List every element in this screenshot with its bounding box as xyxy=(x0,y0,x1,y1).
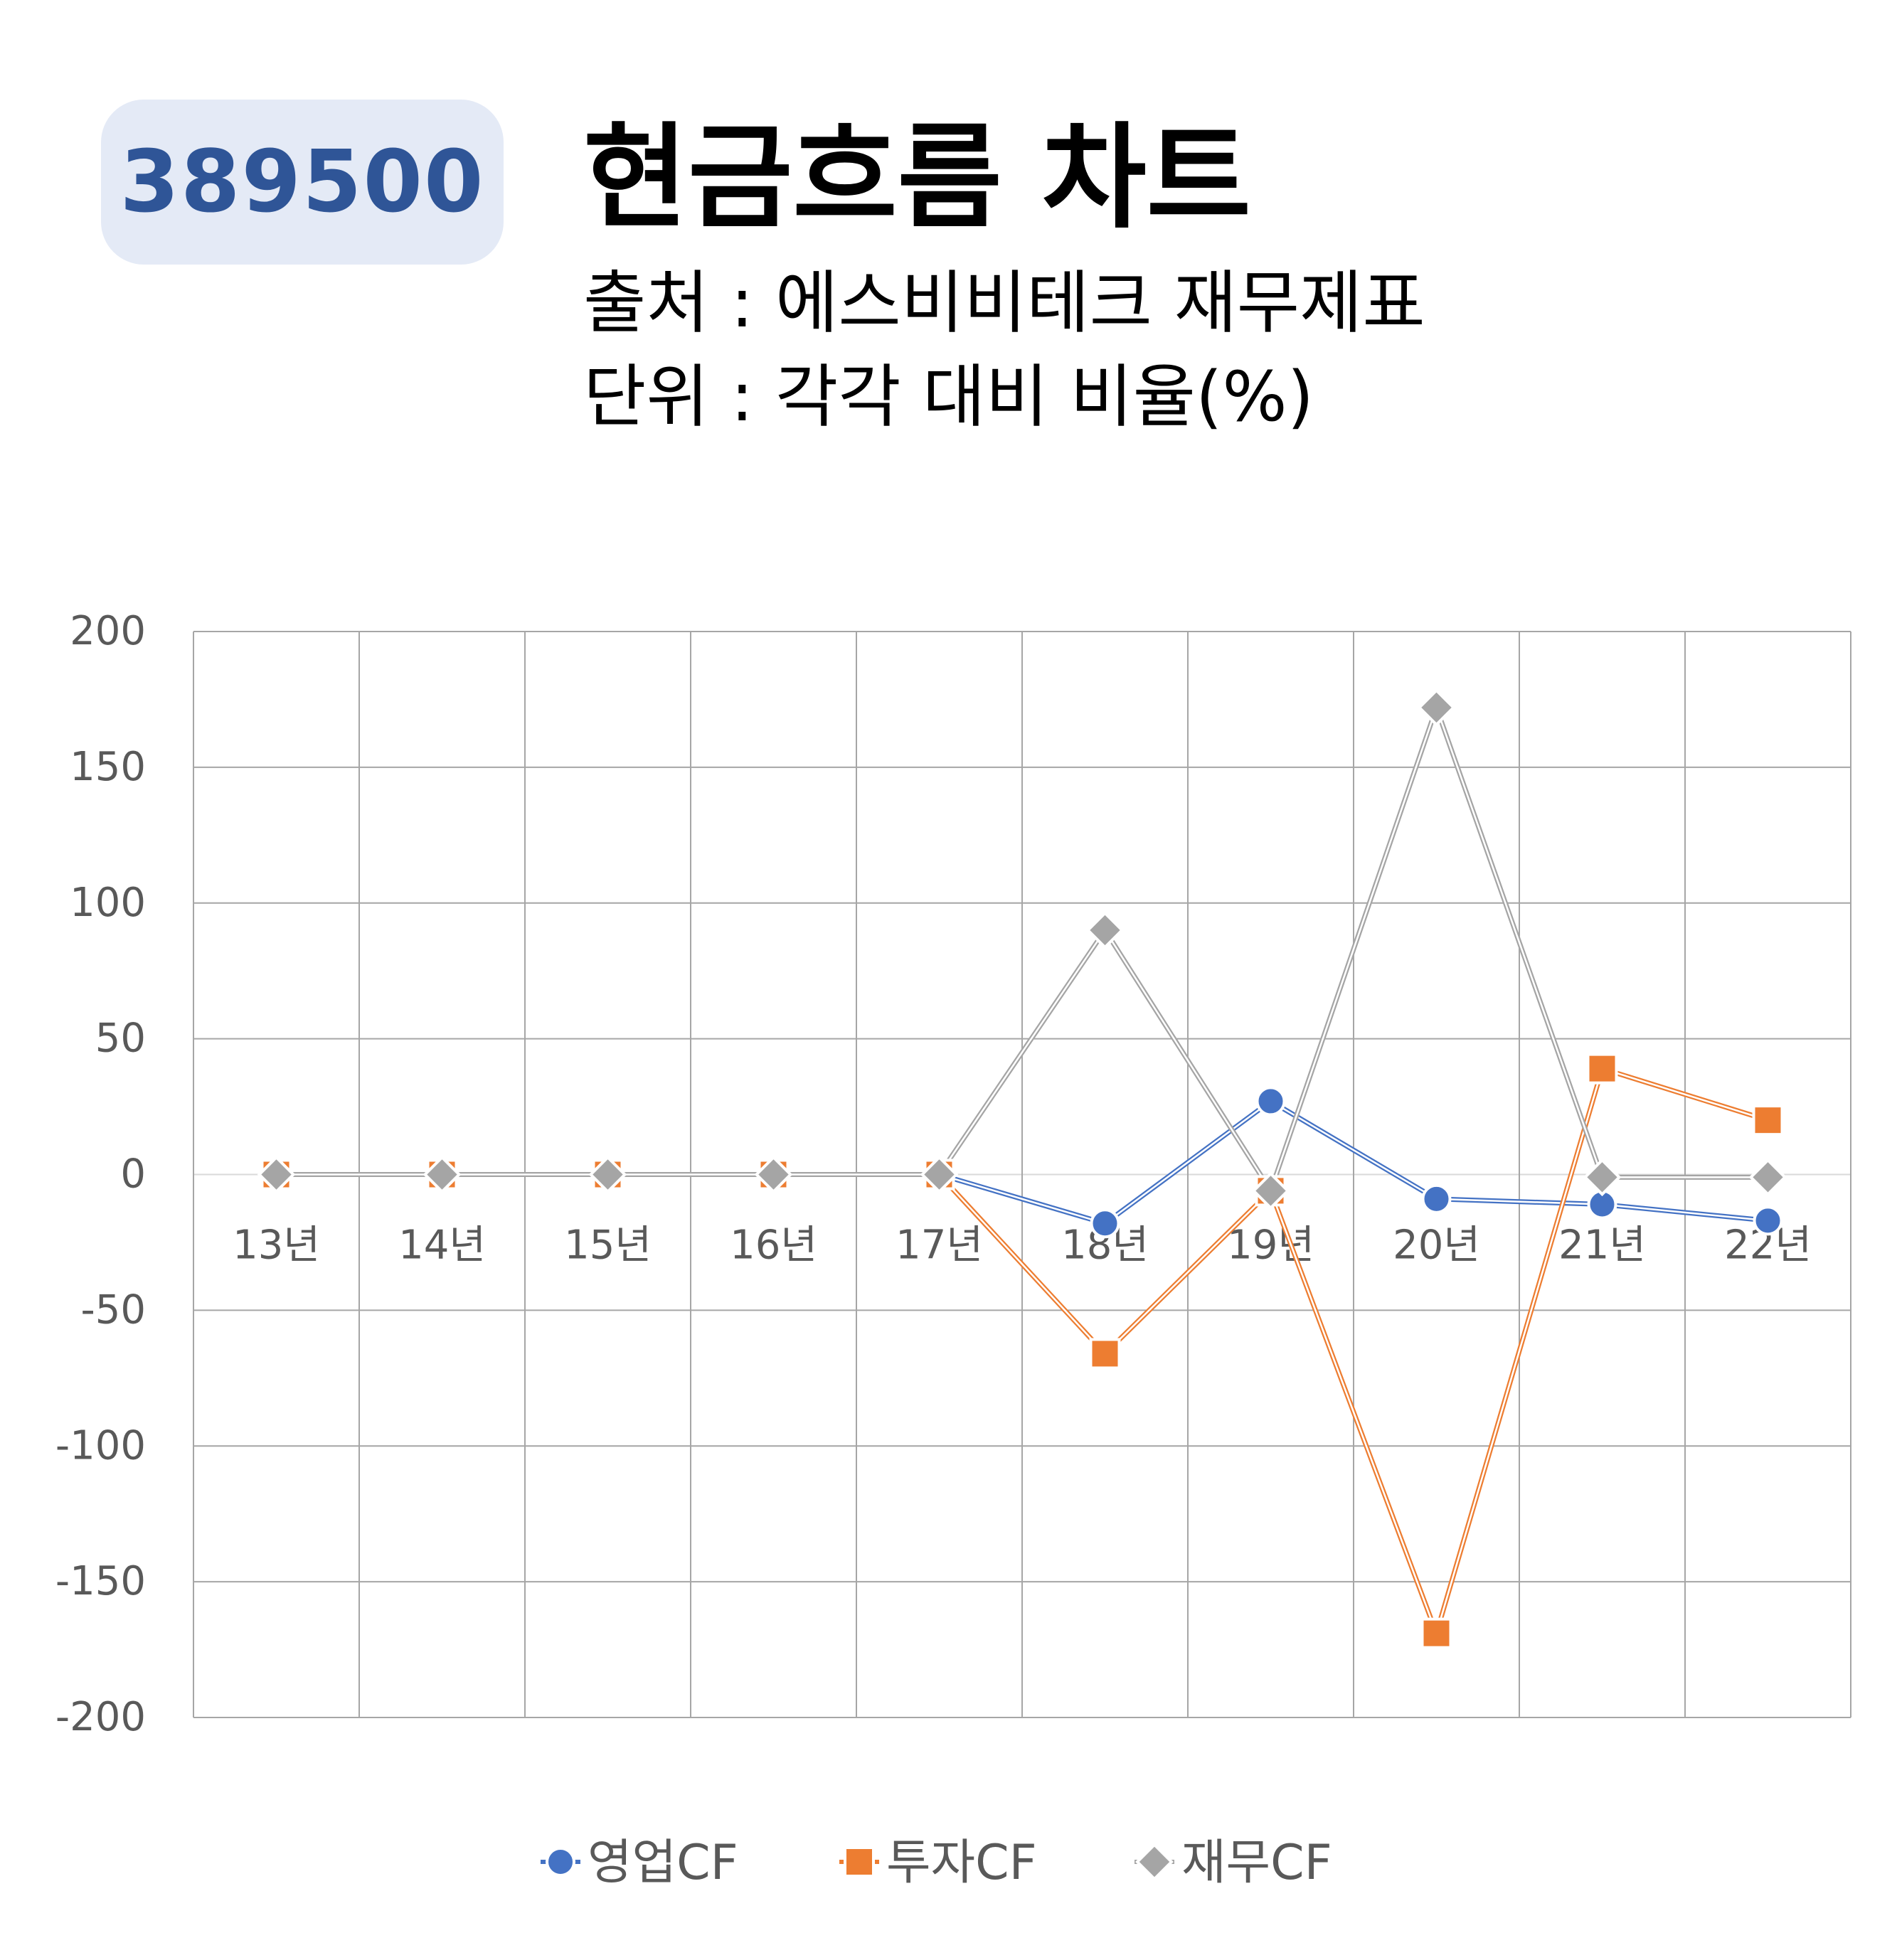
data-point xyxy=(1753,1205,1783,1236)
data-point xyxy=(1583,1158,1622,1197)
data-point xyxy=(1085,911,1125,949)
unit-note: 단위 : 각각 대비 비율(%) xyxy=(583,357,1314,437)
y-tick-label: 50 xyxy=(95,1016,146,1062)
x-tick-label: 19년 xyxy=(1227,1223,1314,1269)
legend-label: 재무CF xyxy=(1181,1835,1332,1891)
series-line-core xyxy=(276,706,1768,1192)
data-point xyxy=(1752,1104,1784,1136)
legend-marker xyxy=(1135,1843,1174,1881)
data-point xyxy=(754,1155,793,1194)
legend-marker xyxy=(844,1846,875,1878)
data-point xyxy=(1251,1171,1290,1210)
data-point xyxy=(1748,1158,1787,1197)
y-tick-label: -200 xyxy=(55,1694,146,1740)
y-tick-label: -150 xyxy=(55,1558,146,1604)
data-point xyxy=(1421,1183,1452,1214)
data-point xyxy=(920,1155,959,1194)
data-point xyxy=(423,1155,462,1194)
x-tick-label: 21년 xyxy=(1558,1223,1646,1269)
x-tick-label: 14년 xyxy=(398,1223,486,1269)
data-point xyxy=(588,1155,627,1194)
data-point xyxy=(257,1155,296,1194)
chart-title: 현금흐름 차트 xyxy=(583,111,1251,244)
x-tick-label: 13년 xyxy=(233,1223,320,1269)
data-point xyxy=(1420,1617,1452,1649)
y-tick-label: 150 xyxy=(70,744,146,790)
source-note: 출처 : 에스비비테크 재무제표 xyxy=(583,263,1425,343)
legend-label: 투자CF xyxy=(886,1835,1037,1891)
ticker-badge: 389500 xyxy=(101,100,504,265)
legend-label: 영업CF xyxy=(588,1835,738,1891)
data-point xyxy=(1417,688,1456,727)
x-tick-label: 15년 xyxy=(564,1223,652,1269)
x-tick-label: 17년 xyxy=(896,1223,983,1269)
y-tick-label: 0 xyxy=(120,1151,146,1198)
data-point xyxy=(1090,1208,1120,1239)
legend-marker xyxy=(546,1847,575,1877)
data-point xyxy=(1089,1338,1121,1370)
y-tick-label: 200 xyxy=(70,608,146,654)
data-point xyxy=(1255,1086,1286,1117)
ticker-code: 389500 xyxy=(119,132,485,232)
data-point xyxy=(1586,1053,1618,1085)
y-tick-label: -50 xyxy=(81,1287,146,1333)
y-tick-label: 100 xyxy=(70,880,146,926)
y-tick-label: -100 xyxy=(55,1422,146,1469)
x-tick-label: 16년 xyxy=(730,1223,817,1269)
x-tick-label: 20년 xyxy=(1393,1223,1480,1269)
